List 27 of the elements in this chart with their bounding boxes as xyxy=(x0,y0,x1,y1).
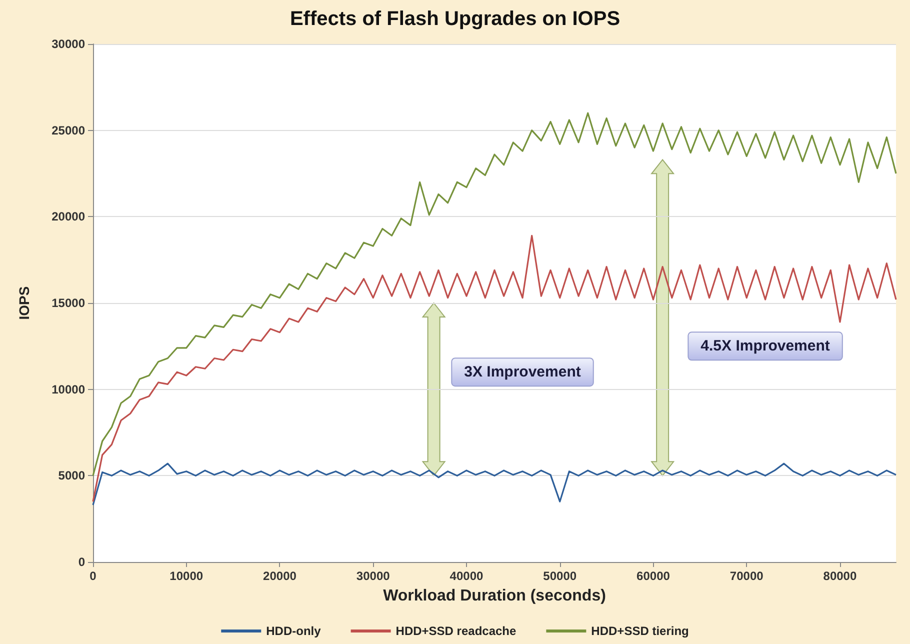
x-axis-title: Workload Duration (seconds) xyxy=(383,588,606,604)
x-tick-label: 0 xyxy=(90,569,97,583)
x-tick-label: 40000 xyxy=(450,569,484,583)
y-tick-label: 10000 xyxy=(52,382,86,396)
y-tick-label: 25000 xyxy=(52,123,86,138)
x-tick-label: 10000 xyxy=(170,569,204,583)
annotation: 3X Improvement xyxy=(464,364,581,381)
legend-label: HDD+SSD readcache xyxy=(396,624,517,638)
y-tick-label: 20000 xyxy=(52,210,86,224)
line-series xyxy=(92,462,897,506)
y-tick-label: 30000 xyxy=(52,37,86,51)
x-tick-label: 50000 xyxy=(543,569,577,583)
y-tick-label: 15000 xyxy=(52,296,86,310)
y-tick-label: 0 xyxy=(78,555,86,569)
x-tick-label: 30000 xyxy=(356,569,390,583)
legend-label: HDD-only xyxy=(266,624,322,638)
x-tick-label: 60000 xyxy=(636,569,670,583)
legend-label: HDD+SSD tiering xyxy=(591,624,689,638)
x-tick-label: 70000 xyxy=(730,569,764,583)
y-tick-label: 5000 xyxy=(58,468,86,483)
line-series xyxy=(92,112,897,476)
annotation: 4.5X Improvement xyxy=(700,338,830,355)
y-axis-title: IOPS xyxy=(16,286,32,320)
line-series xyxy=(92,234,897,502)
chart-title: Effects of Flash Upgrades on IOPS xyxy=(290,8,620,30)
x-tick-label: 20000 xyxy=(263,569,297,583)
x-tick-label: 80000 xyxy=(823,569,857,583)
